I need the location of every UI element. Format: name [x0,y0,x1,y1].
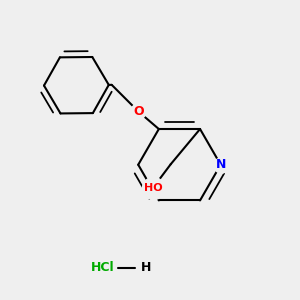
Text: N: N [215,158,226,171]
Text: H: H [141,261,152,274]
Text: HO: HO [144,183,162,193]
Text: HCl: HCl [91,261,115,274]
Text: O: O [133,105,143,118]
